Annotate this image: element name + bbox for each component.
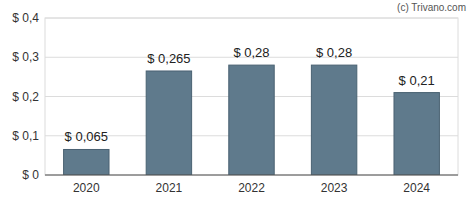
- x-tick-label: 2022: [238, 181, 265, 195]
- grid-line: [45, 175, 458, 176]
- annotation: (c) Trivano.com: [397, 2, 466, 13]
- data-label: $ 0,28: [316, 45, 352, 60]
- data-label: $ 0,21: [399, 73, 435, 88]
- y-tick-label: $ 0,1: [12, 129, 39, 143]
- data-label: $ 0,065: [65, 129, 108, 144]
- bar: [64, 149, 109, 175]
- bar: [394, 93, 439, 175]
- x-tick-label: 2020: [73, 181, 100, 195]
- y-tick-label: $ 0,4: [12, 11, 39, 25]
- bar: [146, 71, 191, 175]
- data-label: $ 0,265: [147, 51, 190, 66]
- y-tick-label: $ 0,3: [12, 50, 39, 64]
- bar: [229, 65, 274, 175]
- chart: $ 0 $ 0,1 $ 0,2 $ 0,3 $ 0,4 2020 2021 2022 2023 2…: [0, 0, 470, 200]
- data-label: $ 0,28: [233, 45, 269, 60]
- y-tick-label: $ 0: [22, 168, 39, 182]
- bars: [64, 65, 440, 175]
- x-axis-line: [45, 175, 458, 176]
- x-tick-label: 2023: [321, 181, 348, 195]
- x-tick-label: 2024: [403, 181, 430, 195]
- x-tick-label: 2021: [156, 181, 183, 195]
- plot-frame: [45, 18, 458, 175]
- bar: [311, 65, 356, 175]
- y-tick-label: $ 0,2: [12, 90, 39, 104]
